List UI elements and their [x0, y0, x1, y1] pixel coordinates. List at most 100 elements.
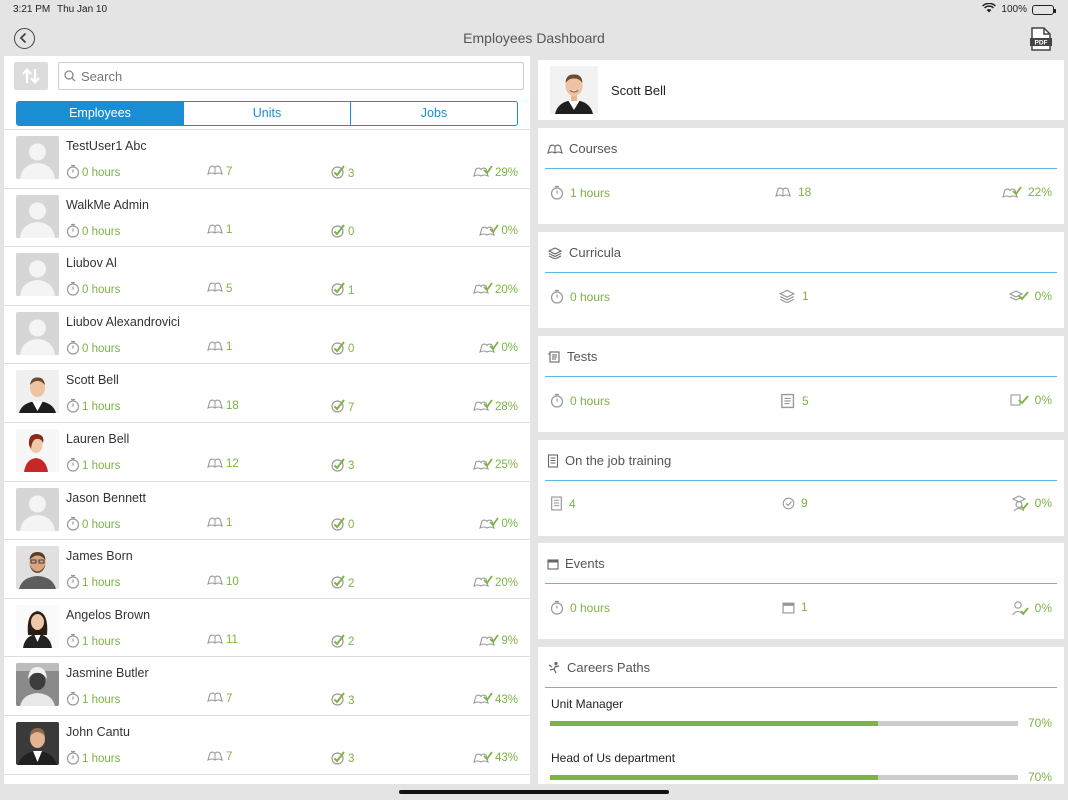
employee-courses: 10 [206, 574, 239, 589]
check-circle-icon [330, 574, 346, 593]
calendar-icon [547, 558, 559, 570]
check-circle-icon [330, 398, 346, 417]
ojt-completed: 9 [782, 496, 808, 510]
clipboard-icon [551, 496, 562, 511]
employee-courses: 7 [206, 691, 232, 706]
employee-completed: 1 [330, 281, 354, 300]
employee-row[interactable]: John Cantu 1 hours 7 3 43% [4, 715, 530, 775]
courses-card[interactable]: Courses 1 hours 18 22% [538, 128, 1064, 224]
events-progress: 0% [1011, 600, 1052, 616]
tab-employees[interactable]: Employees [17, 102, 184, 125]
courses-hours: 1 hours [550, 185, 610, 200]
employee-row[interactable]: Scott Bell 1 hours 18 7 28% [4, 364, 530, 423]
events-card[interactable]: Events 0 hours 1 0% [538, 543, 1064, 639]
battery-icon [1032, 4, 1056, 15]
check-circle-icon [330, 457, 346, 476]
avatar [16, 663, 59, 707]
employee-progress: 25% [473, 457, 518, 474]
career-progress-bar [550, 775, 1018, 780]
employee-hours: 1 hours [66, 691, 120, 709]
check-circle-icon [330, 164, 346, 183]
books-check-icon [1008, 290, 1029, 301]
curricula-card[interactable]: Curricula 0 hours 1 0% [538, 232, 1064, 328]
employee-row[interactable]: James Born 1 hours 10 2 20% [4, 540, 530, 599]
employee-completed: 0 [330, 516, 354, 535]
employee-row[interactable]: Liubov Al 0 hours 5 1 20% [4, 247, 530, 306]
tests-count: 5 [778, 393, 809, 409]
book-check-icon [473, 281, 493, 298]
stopwatch-icon [550, 185, 564, 200]
battery-percent: 100% [1001, 4, 1027, 15]
books-stack-icon [547, 246, 563, 259]
employee-progress: 0% [479, 516, 518, 533]
employee-progress: 0% [479, 223, 518, 240]
employee-row[interactable]: Liubov Alexandrovici 0 hours 1 0 0% [4, 305, 530, 365]
employee-row[interactable]: Jasmine Butler 1 hours 7 3 43% [4, 657, 530, 716]
employee-row[interactable]: TestUser1 Abc 0 hours 7 3 29% [4, 130, 530, 189]
avatar [16, 604, 59, 648]
card-divider [545, 272, 1057, 273]
career-progress-percent: 70% [1027, 716, 1052, 730]
open-book-icon [206, 340, 224, 355]
list-toolbar: Employees Units Jobs [4, 56, 530, 130]
employee-hours: 0 hours [66, 340, 120, 358]
employee-row[interactable]: Jason Bennett 0 hours 1 0 0% [4, 481, 530, 541]
employee-progress: 43% [473, 691, 518, 708]
employee-hours: 1 hours [66, 457, 120, 475]
avatar [16, 194, 59, 238]
employee-row[interactable]: Lauren Bell 1 hours 12 3 25% [4, 422, 530, 482]
home-indicator[interactable] [399, 790, 669, 794]
employee-progress: 28% [473, 398, 518, 415]
sort-button[interactable] [14, 62, 48, 90]
search-box[interactable] [58, 62, 524, 90]
avatar [16, 253, 59, 297]
back-button[interactable] [14, 28, 35, 49]
curricula-progress: 0% [1008, 289, 1052, 303]
stopwatch-icon [66, 633, 80, 651]
test-sheet-icon [781, 393, 795, 409]
employee-courses: 1 [206, 340, 232, 355]
employee-name: Jasmine Butler [66, 666, 149, 681]
status-right: 100% [982, 2, 1056, 16]
careers-paths-card[interactable]: Careers Paths Unit Manager 70% Head of U… [538, 647, 1064, 784]
tab-units[interactable]: Units [184, 102, 351, 125]
avatar [16, 546, 59, 590]
check-circle-icon [330, 691, 346, 710]
graduate-check-icon [1011, 495, 1029, 512]
employee-completed: 2 [330, 633, 354, 652]
employee-completed: 0 [330, 223, 354, 242]
pdf-export-button[interactable]: PDF [1030, 27, 1052, 51]
selected-employee-photo [550, 66, 598, 114]
career-path-name: Unit Manager [551, 697, 624, 711]
employee-courses: 12 [206, 457, 239, 472]
tests-progress: 0% [1009, 393, 1052, 407]
employee-completed: 3 [330, 691, 354, 710]
clipboard-icon [547, 453, 559, 468]
employee-completed: 3 [330, 457, 354, 476]
on-the-job-training-card[interactable]: On the job training 4 9 0% [538, 440, 1064, 536]
courses-count: 18 [774, 185, 811, 199]
employee-courses: 1 [206, 223, 232, 238]
employee-progress: 20% [473, 574, 518, 591]
status-time: 3:21 PM [13, 4, 51, 15]
employee-progress: 20% [473, 281, 518, 298]
career-progress-percent: 70% [1027, 770, 1052, 784]
books-stack-icon [778, 289, 796, 303]
open-book-icon [206, 691, 224, 706]
tab-jobs[interactable]: Jobs [420, 106, 448, 120]
stopwatch-icon [66, 457, 80, 475]
book-check-icon [479, 516, 500, 533]
check-circle-icon [330, 340, 346, 359]
tests-card[interactable]: Tests 0 hours 5 0% [538, 336, 1064, 432]
search-input[interactable] [81, 64, 523, 88]
employee-completed: 2 [330, 574, 354, 593]
nav-bar: Employees Dashboard PDF [0, 20, 1068, 56]
open-book-icon [206, 398, 224, 413]
avatar [16, 136, 59, 179]
courses-progress: 22% [1002, 185, 1052, 199]
sort-arrows-icon [22, 67, 40, 85]
employee-row[interactable]: WalkMe Admin 0 hours 1 0 0% [4, 188, 530, 248]
check-circle-icon [330, 223, 346, 242]
search-icon [64, 70, 76, 82]
employee-row[interactable]: Angelos Brown 1 hours 11 2 9% [4, 598, 530, 658]
